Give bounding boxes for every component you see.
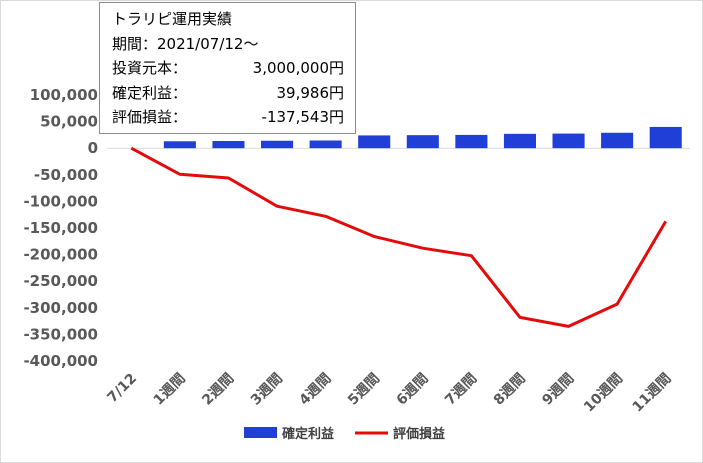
x-tick-label: 11週間 [630,371,675,416]
summary-label: 投資元本： [112,59,188,77]
summary-value: 39,986円 [276,83,345,102]
y-tick-label: 50,000 [40,113,98,131]
performance-summary-box: トラリピ運用実績 期間：2021/07/12～ 投資元本： 3,000,000円… [99,2,356,134]
x-tick-label: 7/12 [105,371,141,407]
y-tick-label: 0 [88,139,98,157]
summary-value: -137,543円 [261,108,344,126]
summary-period: 期間：2021/07/12～ [112,34,259,53]
bar [601,132,634,149]
y-tick-label: -200,000 [23,246,98,264]
bar [212,141,245,149]
x-tick-label: 5週間 [345,371,383,409]
legend-bar-swatch [244,427,277,438]
y-tick-label: -300,000 [23,299,98,317]
y-tick-label: -400,000 [23,352,98,370]
legend-bar-label: 確定利益 [282,426,334,442]
summary-row-unrealized: 評価損益： -137,543円 [112,105,355,130]
legend: 確定利益 評価損益 [244,426,445,442]
x-axis: 7/12 1週間 2週間 3週間 4週間 5週間 6週間 7週間 8週間 9週間 10週間 11週間 [105,371,675,416]
bar [552,133,585,149]
legend-line-label: 評価損益 [393,426,445,442]
y-axis: 100,000 50,000 0 -50,000 -100,000 -150,000 -20… [23,86,98,370]
y-tick-label: -250,000 [23,272,98,290]
x-tick-label: 1週間 [151,371,189,409]
x-tick-label: 9週間 [539,371,577,409]
bar [503,133,536,149]
summary-label: 評価損益： [112,108,188,126]
bar [455,134,488,149]
x-tick-label: 4週間 [296,371,334,409]
summary-row-realized: 確定利益： 39,986円 [112,81,355,106]
line-series-unrealized [130,146,667,328]
bar [649,126,682,149]
bar [358,135,391,149]
x-tick-label: 6週間 [394,371,432,409]
summary-value: 3,000,000円 [252,59,344,77]
summary-label: 確定利益： [112,83,188,102]
y-tick-label: -150,000 [23,219,98,237]
x-tick-label: 8週間 [491,371,529,409]
bar [163,141,196,149]
y-tick-label: -50,000 [34,166,98,184]
summary-row-principal: 投資元本： 3,000,000円 [112,56,355,81]
x-tick-label: 2週間 [199,371,237,409]
bar [406,135,439,149]
summary-title: トラリピ運用実績 [112,10,233,28]
y-tick-label: -100,000 [23,192,98,210]
y-tick-label: -350,000 [23,325,98,343]
y-tick-label: 100,000 [30,86,98,104]
x-tick-label: 3週間 [248,371,286,409]
bar [309,140,342,149]
x-tick-label: 10週間 [581,371,626,416]
x-tick-label: 7週間 [442,371,480,409]
bar-series [163,126,682,149]
bar [261,140,294,149]
